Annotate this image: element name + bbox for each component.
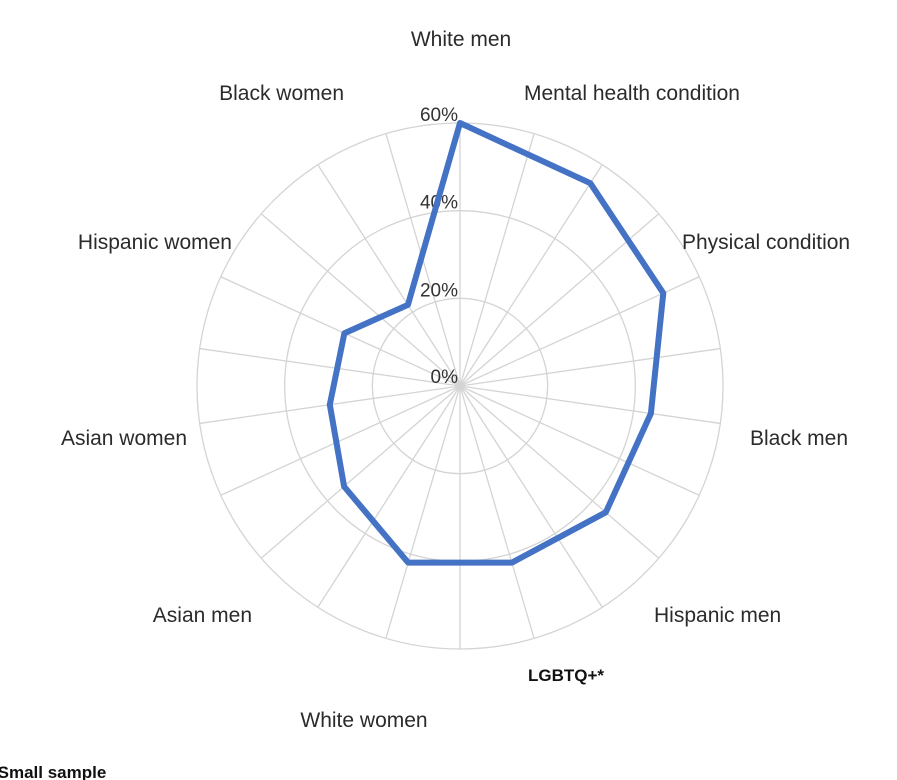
category-label: Physical condition bbox=[682, 231, 850, 254]
radial-tick-label: 0% bbox=[431, 367, 459, 388]
radial-tick-label: 60% bbox=[420, 105, 458, 126]
category-label: Black women bbox=[219, 82, 344, 105]
lgbtq-annotation: LGBTQ+* bbox=[528, 666, 605, 685]
grid-spoke bbox=[260, 385, 461, 559]
series-layer bbox=[326, 120, 667, 566]
grid-spoke bbox=[220, 385, 461, 496]
grid-spoke bbox=[459, 385, 603, 608]
series-polygon bbox=[326, 120, 667, 566]
footnote-text: *Small sample bbox=[0, 763, 107, 780]
category-label: White women bbox=[300, 709, 427, 732]
category-label: Black men bbox=[750, 427, 848, 450]
grid-spoke bbox=[459, 385, 721, 425]
grid-spoke bbox=[317, 385, 461, 608]
category-label: Asian men bbox=[153, 604, 252, 627]
grid-spoke bbox=[459, 385, 535, 639]
category-labels: White men Mental health condition Physical… bbox=[61, 28, 850, 732]
radial-tick-label: 20% bbox=[420, 280, 458, 301]
category-label: Hispanic women bbox=[78, 231, 232, 254]
grid-spoke bbox=[459, 347, 721, 387]
grid-spoke bbox=[260, 213, 461, 387]
grid-spoke bbox=[385, 385, 461, 639]
grid-spoke bbox=[459, 164, 603, 387]
grid-spoke bbox=[459, 385, 660, 559]
footnote: *Small sample bbox=[0, 760, 897, 780]
grid-spoke bbox=[459, 213, 660, 387]
grid-spoke bbox=[220, 276, 461, 387]
grid-spoke bbox=[317, 164, 461, 387]
grid-spoke bbox=[459, 133, 535, 387]
grid-spoke bbox=[459, 385, 700, 496]
grid-spoke bbox=[459, 276, 700, 387]
category-label: Mental health condition bbox=[524, 82, 740, 105]
category-label: White men bbox=[411, 28, 511, 51]
category-label: Asian women bbox=[61, 427, 187, 450]
radar-grid bbox=[196, 122, 724, 650]
grid-spoke bbox=[199, 347, 461, 387]
category-label: Hispanic men bbox=[654, 604, 781, 627]
